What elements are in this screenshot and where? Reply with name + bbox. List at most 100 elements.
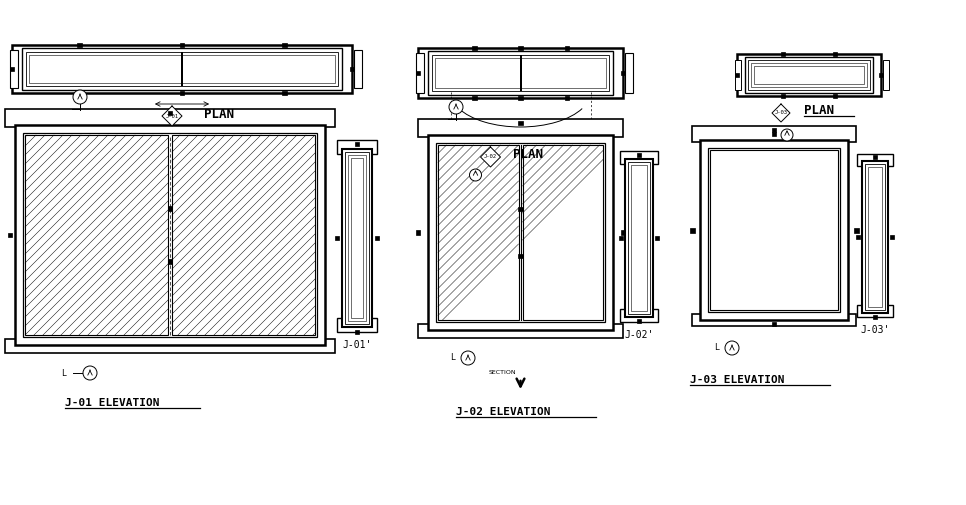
Bar [708, 148, 840, 312]
Polygon shape [181, 52, 183, 86]
Bar [172, 135, 315, 335]
Bar [754, 66, 864, 84]
Polygon shape [162, 106, 182, 126]
Bar [735, 73, 739, 77]
Bar [833, 94, 837, 98]
Bar [748, 60, 870, 90]
Bar [418, 324, 623, 338]
Bar [432, 55, 609, 91]
Bar [772, 128, 777, 132]
Bar [890, 235, 894, 239]
Bar [518, 121, 523, 125]
Bar [354, 50, 362, 88]
Text: PLAN: PLAN [513, 148, 543, 162]
Bar [5, 109, 335, 127]
Bar [857, 305, 893, 317]
Bar [772, 132, 776, 136]
Bar [438, 145, 519, 320]
Bar [692, 126, 856, 142]
Bar [873, 315, 877, 319]
Text: J-02: J-02 [484, 155, 497, 160]
Bar [518, 254, 523, 258]
Bar [883, 60, 889, 90]
Circle shape [461, 351, 475, 365]
Bar [355, 330, 359, 334]
Circle shape [73, 90, 87, 104]
Polygon shape [520, 55, 522, 91]
Bar [418, 48, 623, 98]
Bar [631, 165, 647, 311]
Bar [77, 91, 82, 95]
Bar [625, 53, 633, 93]
Bar [518, 96, 523, 100]
Bar [337, 318, 377, 332]
Bar [15, 125, 325, 345]
Bar [873, 155, 877, 159]
Bar [25, 135, 168, 335]
Text: J-03 ELEVATION: J-03 ELEVATION [690, 375, 784, 385]
Bar [168, 207, 172, 211]
Bar [862, 161, 888, 313]
Bar [348, 155, 366, 321]
Bar [865, 164, 885, 310]
Bar [337, 140, 377, 154]
Polygon shape [772, 104, 790, 122]
Bar [22, 48, 342, 90]
Bar [854, 227, 859, 232]
Bar [26, 52, 338, 86]
Bar [737, 54, 881, 96]
Bar [180, 43, 185, 47]
Bar [351, 158, 363, 318]
Circle shape [83, 366, 97, 380]
Bar [637, 319, 641, 323]
Bar [77, 43, 82, 47]
Bar [781, 94, 785, 98]
Bar [355, 142, 359, 146]
Bar [436, 143, 605, 322]
Bar [781, 52, 785, 56]
Bar [710, 150, 838, 310]
Bar [745, 57, 873, 93]
Bar [428, 51, 613, 95]
Bar [620, 151, 658, 164]
Bar [833, 52, 837, 56]
Bar [518, 207, 523, 212]
Bar [168, 259, 172, 264]
Text: L: L [61, 369, 66, 378]
Text: J-02': J-02' [624, 330, 654, 340]
Bar [418, 119, 623, 137]
Bar [472, 96, 476, 100]
Bar [628, 162, 650, 314]
Text: PLAN: PLAN [804, 105, 834, 118]
Bar [345, 152, 369, 324]
Bar [621, 71, 625, 75]
Bar [700, 140, 848, 320]
Bar [637, 153, 641, 157]
Bar [621, 230, 625, 235]
Bar [620, 309, 658, 322]
Circle shape [725, 341, 739, 355]
Bar [8, 233, 13, 237]
Text: L: L [714, 343, 719, 352]
Bar [23, 133, 317, 337]
Text: J-01': J-01' [342, 340, 372, 350]
Circle shape [469, 169, 481, 181]
Text: PLAN: PLAN [204, 108, 234, 121]
Bar [335, 236, 339, 240]
Bar [29, 55, 335, 83]
Bar [12, 45, 352, 93]
Bar [735, 60, 741, 90]
Bar [415, 71, 420, 75]
Bar [282, 43, 287, 47]
Text: J-01 ELEVATION: J-01 ELEVATION [65, 398, 159, 408]
Bar [518, 46, 523, 50]
Bar [416, 53, 424, 93]
Bar [342, 149, 372, 327]
Circle shape [781, 129, 793, 141]
Bar [168, 111, 172, 115]
Polygon shape [480, 147, 500, 167]
Bar [868, 167, 882, 307]
Text: SECTION: SECTION [489, 370, 516, 375]
Bar [751, 63, 867, 87]
Bar [10, 67, 14, 71]
